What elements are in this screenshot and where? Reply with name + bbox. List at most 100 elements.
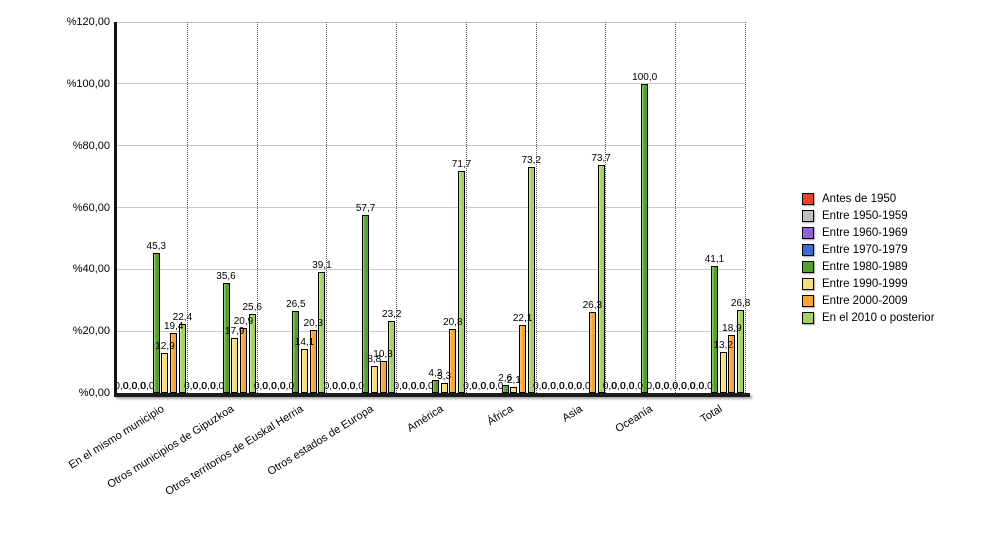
- category-label: Otros territorios de Euskal Herria: [163, 403, 306, 499]
- bar-value-label: 0,0: [341, 381, 356, 392]
- vertical-separator: [256, 22, 258, 393]
- legend-swatch-icon: [802, 278, 814, 290]
- vertical-separator: [326, 22, 328, 393]
- bar-value-label: 0,0: [690, 381, 704, 392]
- bar-value-label: 0,0: [280, 381, 295, 392]
- bar-value-label: 22,1: [512, 312, 533, 324]
- bar-value-label: 0,0: [611, 381, 626, 392]
- gridline: [117, 268, 745, 270]
- bar-value-label: 0,0: [550, 381, 565, 392]
- bar-value-label: 0,0: [271, 381, 286, 392]
- bar-value-label: 0,0: [472, 381, 486, 392]
- bar: [641, 83, 649, 393]
- bar-value-label: 39,1: [312, 260, 332, 272]
- bar: [170, 333, 178, 393]
- category-label: África: [484, 403, 516, 429]
- legend-swatch-icon: [802, 193, 814, 205]
- bar-value-label: 22,4: [172, 311, 193, 323]
- bar-value-label: 14,1: [294, 337, 315, 349]
- bar-value-label: 26,5: [286, 299, 306, 311]
- vertical-separator: [186, 22, 188, 393]
- legend-label: Entre 1950-1959: [822, 210, 908, 222]
- y-axis-tick-label: %20,00: [72, 325, 110, 338]
- bar: [527, 166, 535, 393]
- bar: [519, 324, 527, 393]
- legend-label: Entre 2000-2009: [822, 295, 908, 307]
- bar: [239, 328, 247, 393]
- bar-value-label: 0,0: [480, 381, 495, 392]
- bar: [501, 384, 509, 393]
- bar-value-label: 18,9: [722, 322, 742, 334]
- bar-value-label: 20,8: [443, 316, 463, 328]
- bar-value-label: 0,0: [123, 381, 138, 392]
- bar-value-label: 100,0: [632, 71, 658, 83]
- legend-swatch-icon: [802, 210, 814, 222]
- bar: [370, 365, 378, 393]
- legend-label: Antes de 1950: [822, 193, 897, 205]
- bar: [588, 311, 596, 393]
- bar-value-label: 0,0: [140, 381, 155, 392]
- bar-value-label: 0,0: [410, 381, 425, 392]
- bar: [222, 282, 230, 393]
- category-label: Asia: [560, 403, 585, 425]
- bar: [449, 328, 457, 393]
- bar: [248, 313, 256, 393]
- gridline: [117, 145, 745, 147]
- bar-value-label: 8,8: [367, 353, 382, 365]
- bar-value-label: 0,0: [559, 381, 574, 392]
- bar-value-label: 0,0: [192, 381, 207, 392]
- y-axis-tick-label: %80,00: [72, 139, 110, 152]
- bar-value-label: 19,4: [163, 321, 184, 333]
- legend-item: Entre 1960-1969: [802, 227, 935, 239]
- bar-value-label: 0,0: [698, 381, 713, 392]
- bar-value-label: 0,0: [541, 381, 556, 392]
- bar-value-label: 23,2: [382, 309, 402, 321]
- legend-swatch-icon: [802, 261, 814, 273]
- vertical-separator: [535, 22, 537, 393]
- legend-item: Entre 2000-2009: [802, 295, 935, 307]
- vertical-separator: [396, 22, 398, 393]
- bar: [440, 382, 448, 393]
- bar: [388, 321, 396, 393]
- bar-value-label: 13,2: [713, 340, 733, 352]
- bar: [178, 323, 186, 393]
- bar: [510, 386, 518, 393]
- vertical-separator: [745, 22, 746, 393]
- bar: [379, 361, 387, 393]
- bar: [309, 330, 317, 393]
- bar-value-label: 35,6: [216, 270, 236, 282]
- bar-value-label: 0,0: [201, 381, 216, 392]
- legend-label: Entre 1970-1979: [822, 244, 908, 256]
- legend-item: Entre 1980-1989: [802, 261, 935, 273]
- bar-value-label: 20,3: [303, 318, 323, 330]
- legend-item: Entre 1970-1979: [802, 244, 935, 256]
- category-label: Otros municipios de Gipuzkoa: [105, 403, 237, 491]
- bar: [431, 380, 439, 393]
- bar-value-label: 26,3: [582, 299, 603, 311]
- y-axis-tick-label: %100,00: [66, 77, 110, 90]
- bar: [318, 272, 326, 393]
- vertical-separator: [605, 22, 607, 393]
- bar: [458, 171, 466, 393]
- vertical-separator: [675, 22, 677, 393]
- bar-value-label: 0,0: [349, 381, 364, 392]
- bar-value-label: 25,6: [242, 301, 262, 313]
- y-axis-tick-label: %40,00: [72, 263, 110, 276]
- gridline: [117, 83, 745, 85]
- bar: [292, 311, 300, 393]
- bar: [362, 214, 370, 393]
- legend-label: En el 2010 o posterior: [822, 312, 935, 324]
- bar-value-label: 0,0: [463, 381, 478, 392]
- bar: [231, 337, 239, 393]
- bar-value-label: 0,0: [655, 381, 670, 392]
- bar-value-label: 71,7: [451, 159, 472, 171]
- y-axis-tick-label: %0,00: [78, 387, 110, 399]
- bar: [728, 334, 736, 393]
- category-label: Oceanía: [613, 403, 655, 436]
- bar-value-label: 45,3: [146, 240, 166, 252]
- bar-value-label: 17,9: [225, 325, 245, 337]
- bar-value-label: 0,0: [533, 381, 547, 392]
- bar: [597, 165, 605, 393]
- bar-value-label: 0,0: [184, 381, 199, 392]
